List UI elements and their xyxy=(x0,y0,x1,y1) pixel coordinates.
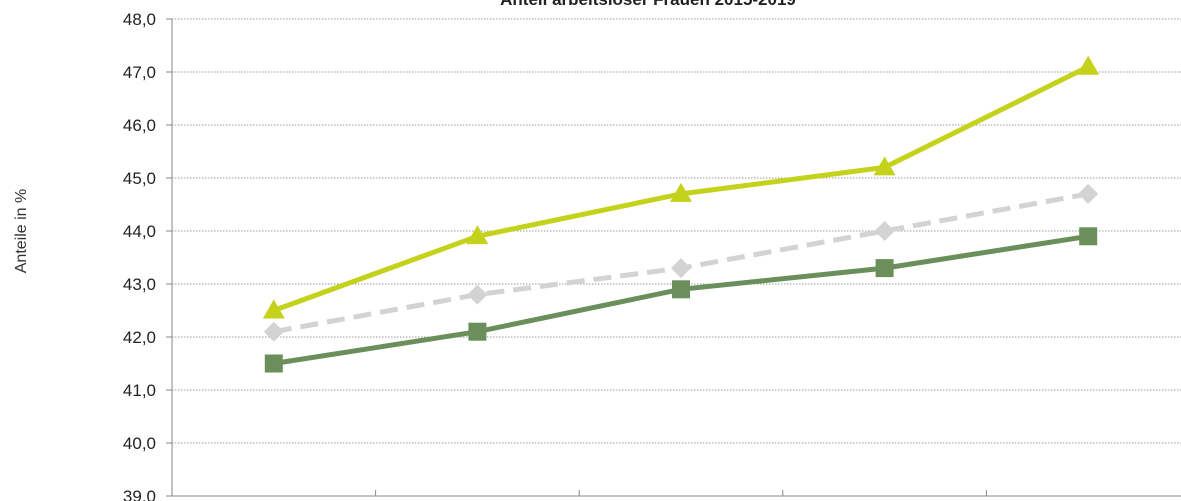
y-axis-tick-labels: 39,0 40,0 41,0 42,0 43,0 44,0 45,0 46,0 47,0 48,0 xyxy=(123,10,156,501)
data-point-square xyxy=(1079,227,1098,246)
y-tick-label: 44,0 xyxy=(123,222,156,241)
y-tick-label: 47,0 xyxy=(123,63,156,82)
data-point-diamond xyxy=(671,258,691,279)
y-tick-label: 43,0 xyxy=(123,275,156,294)
data-point-triangle xyxy=(670,182,692,202)
series-line xyxy=(273,233,1089,366)
chart-title: Anteil arbeitsloser Frauen 2015-2019 xyxy=(500,0,796,9)
y-tick-label: 40,0 xyxy=(123,434,156,453)
data-point-triangle xyxy=(262,299,285,319)
y-tick-label: 41,0 xyxy=(123,381,156,400)
data-point-diamond xyxy=(263,321,284,342)
series-triangle xyxy=(262,55,1100,319)
y-tick-label: 39,0 xyxy=(123,487,156,501)
y-tick-label: 46,0 xyxy=(123,116,156,135)
data-point-square xyxy=(875,259,894,278)
data-point-diamond xyxy=(467,284,488,305)
data-point-square xyxy=(468,322,487,341)
data-series xyxy=(262,55,1100,373)
series-square xyxy=(264,227,1098,373)
data-point-diamond xyxy=(1078,183,1099,204)
data-point-diamond xyxy=(874,221,895,241)
data-point-triangle xyxy=(873,156,896,176)
axes xyxy=(166,18,1181,497)
y-tick-label: 45,0 xyxy=(123,169,156,188)
y-axis-title: Anteile in % xyxy=(13,189,30,274)
y-tick-label: 48,0 xyxy=(123,10,156,29)
series-diamond xyxy=(263,183,1099,342)
data-point-triangle xyxy=(1077,55,1100,75)
data-point-square xyxy=(264,354,283,373)
gridlines xyxy=(172,18,1181,444)
y-tick-label: 42,0 xyxy=(123,328,156,347)
data-point-triangle xyxy=(466,225,489,245)
data-point-square xyxy=(672,280,690,299)
